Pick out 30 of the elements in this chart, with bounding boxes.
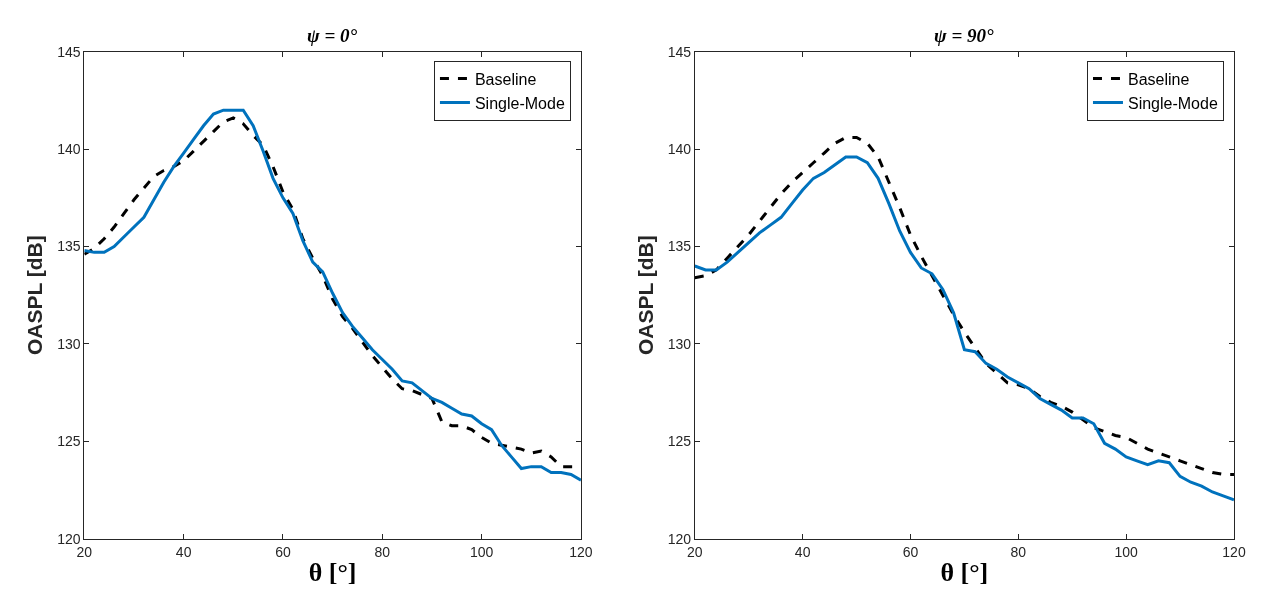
legend-label: Baseline bbox=[474, 70, 537, 88]
x-tick-label: 100 bbox=[469, 543, 494, 560]
y-tick-label: 135 bbox=[667, 238, 692, 255]
y-axis-title: OASPL [dB] bbox=[23, 235, 47, 356]
x-axis-title: θ [°] bbox=[308, 558, 357, 588]
x-tick-label: 80 bbox=[374, 543, 391, 560]
x-tick-label: 40 bbox=[175, 543, 192, 560]
chart-title: ψ = 90° bbox=[934, 25, 995, 46]
x-tick-label: 120 bbox=[569, 543, 593, 560]
legend-label: Baseline bbox=[1127, 70, 1190, 88]
x-axis-title: θ [°] bbox=[940, 558, 989, 588]
legend-label: Single-Mode bbox=[1127, 94, 1218, 112]
y-tick-label: 130 bbox=[57, 335, 81, 352]
y-tick-label: 125 bbox=[57, 433, 81, 450]
y-tick-label: 140 bbox=[57, 141, 81, 158]
y-tick-label: 145 bbox=[57, 43, 81, 60]
y-axis-title: OASPL [dB] bbox=[633, 235, 657, 356]
y-tick-label: 135 bbox=[57, 238, 81, 255]
y-tick-label: 145 bbox=[667, 43, 692, 60]
legend-label: Single-Mode bbox=[474, 94, 565, 112]
x-tick-label: 120 bbox=[1222, 543, 1246, 560]
x-tick-label: 40 bbox=[794, 543, 811, 560]
chart-title: ψ = 0° bbox=[307, 25, 358, 46]
y-tick-label: 130 bbox=[667, 335, 692, 352]
y-tick-label: 140 bbox=[667, 141, 692, 158]
y-tick-label: 125 bbox=[667, 433, 692, 450]
x-tick-label: 60 bbox=[275, 543, 291, 560]
x-tick-label: 100 bbox=[1114, 543, 1139, 560]
x-tick-label: 80 bbox=[1010, 543, 1027, 560]
x-tick-label: 60 bbox=[902, 543, 919, 560]
